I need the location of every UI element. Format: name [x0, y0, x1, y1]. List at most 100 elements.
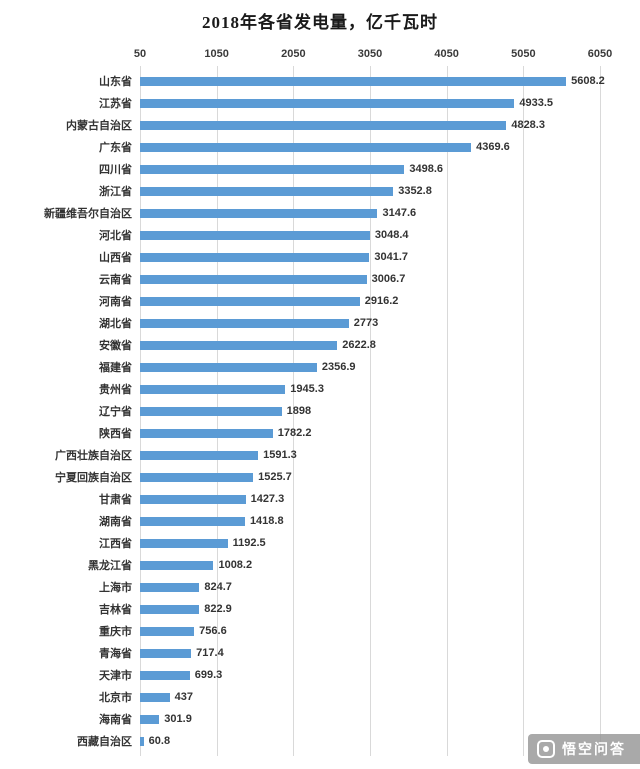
value-label: 3498.6 [409, 163, 444, 175]
category-label: 山东省 [99, 76, 132, 88]
category-label: 北京市 [99, 692, 132, 704]
value-label: 3352.8 [398, 185, 432, 197]
bar-zone: 5608.2 [140, 75, 638, 87]
x-tick-label: 4050 [434, 48, 459, 60]
bar-zone: 1525.7 [140, 471, 638, 483]
value-label: 5608.2 [571, 75, 605, 87]
bar [140, 274, 367, 284]
bar-row: 辽宁省 1898 [0, 400, 640, 422]
bar-row: 吉林省 822.9 [0, 598, 640, 620]
bar [140, 362, 317, 372]
value-label: 301.9 [164, 713, 192, 725]
bar-zone: 3006.7 [140, 273, 638, 285]
category-label: 山西省 [99, 252, 132, 264]
bar-zone: 2773 [140, 317, 638, 329]
category-label: 新疆维吾尔自治区 [44, 208, 132, 220]
bar-zone: 1591.3 [140, 449, 638, 461]
bar-row: 宁夏回族自治区 1525.7 [0, 466, 640, 488]
bar [140, 538, 228, 548]
category-label: 四川省 [99, 164, 132, 176]
category-label: 甘肃省 [99, 494, 132, 506]
bar-row: 上海市 824.7 [0, 576, 640, 598]
bar-row: 浙江省 3352.8 [0, 180, 640, 202]
value-label: 717.4 [196, 647, 224, 659]
bar-row: 重庆市 756.6 [0, 620, 640, 642]
bar-row: 安徽省 2622.8 [0, 334, 640, 356]
value-label: 4369.6 [476, 141, 510, 153]
bar-zone: 1427.3 [140, 493, 638, 505]
x-tick-label: 3050 [357, 48, 383, 60]
category-label: 河北省 [99, 230, 132, 242]
bar-zone: 3041.7 [140, 251, 638, 263]
bar [140, 340, 338, 350]
category-label: 吉林省 [99, 604, 132, 616]
bar-row: 贵州省 1945.3 [0, 378, 640, 400]
bar-zone: 1898 [140, 405, 638, 417]
bar [140, 516, 245, 526]
bar-zone: 301.9 [140, 713, 638, 725]
bar [140, 604, 200, 614]
bar-zone: 2356.9 [140, 361, 638, 373]
value-label: 4933.5 [519, 97, 554, 109]
category-label: 上海市 [99, 582, 132, 594]
value-label: 824.7 [204, 581, 232, 593]
bar [140, 626, 195, 636]
bar [140, 560, 214, 570]
category-label: 福建省 [99, 362, 132, 374]
bar [140, 736, 144, 746]
x-tick-label: 1050 [204, 48, 229, 60]
bar-row: 青海省 717.4 [0, 642, 640, 664]
bar-row: 西藏自治区 60.8 [0, 730, 640, 752]
bar [140, 494, 246, 504]
value-label: 1945.3 [290, 383, 324, 395]
bar-row: 云南省 3006.7 [0, 268, 640, 290]
category-label: 宁夏回族自治区 [55, 472, 132, 484]
bar-row: 湖南省 1418.8 [0, 510, 640, 532]
bar-zone: 4828.3 [140, 119, 638, 131]
category-label: 广西壮族自治区 [55, 450, 132, 462]
bar-row: 黑龙江省 1008.2 [0, 554, 640, 576]
value-label: 2622.8 [342, 339, 376, 351]
value-label: 3041.7 [374, 251, 409, 263]
x-tick-label: 5050 [511, 48, 536, 60]
bar [140, 670, 190, 680]
bar-row: 江苏省 4933.5 [0, 92, 640, 114]
bar-zone: 717.4 [140, 647, 638, 659]
bar [140, 472, 254, 482]
bar [140, 296, 360, 306]
bar-row: 福建省 2356.9 [0, 356, 640, 378]
bar-zone: 1945.3 [140, 383, 638, 395]
value-label: 1525.7 [258, 471, 292, 483]
bar-row: 天津市 699.3 [0, 664, 640, 686]
bar [140, 142, 472, 152]
value-label: 699.3 [194, 669, 223, 681]
value-label: 1427.3 [250, 493, 285, 505]
bar [140, 406, 282, 416]
value-label: 1418.8 [249, 515, 284, 527]
value-label: 4828.3 [511, 119, 545, 131]
x-tick-label: 2050 [281, 48, 306, 60]
category-label: 西藏自治区 [77, 736, 132, 748]
category-label: 重庆市 [99, 626, 132, 638]
category-label: 河南省 [99, 296, 132, 308]
bar-zone: 2916.2 [140, 295, 638, 307]
category-label: 浙江省 [99, 186, 132, 198]
bar-row: 四川省 3498.6 [0, 158, 640, 180]
bar-row: 陕西省 1782.2 [0, 422, 640, 444]
bar-row: 内蒙古自治区 4828.3 [0, 114, 640, 136]
category-label: 贵州省 [99, 384, 132, 396]
x-tick-label: 6050 [587, 48, 613, 60]
value-label: 2916.2 [364, 295, 399, 307]
watermark-text: 悟空问答 [562, 741, 626, 757]
category-label: 云南省 [99, 274, 132, 286]
bar [140, 318, 349, 328]
bar-row: 山西省 3041.7 [0, 246, 640, 268]
value-label: 1008.2 [218, 559, 253, 571]
category-label: 江苏省 [99, 98, 132, 110]
category-label: 江西省 [99, 538, 132, 550]
bar-row: 广东省 4369.6 [0, 136, 640, 158]
value-label: 756.6 [199, 625, 227, 637]
category-label: 内蒙古自治区 [66, 120, 132, 132]
bar [140, 76, 567, 86]
bar-row: 广西壮族自治区 1591.3 [0, 444, 640, 466]
